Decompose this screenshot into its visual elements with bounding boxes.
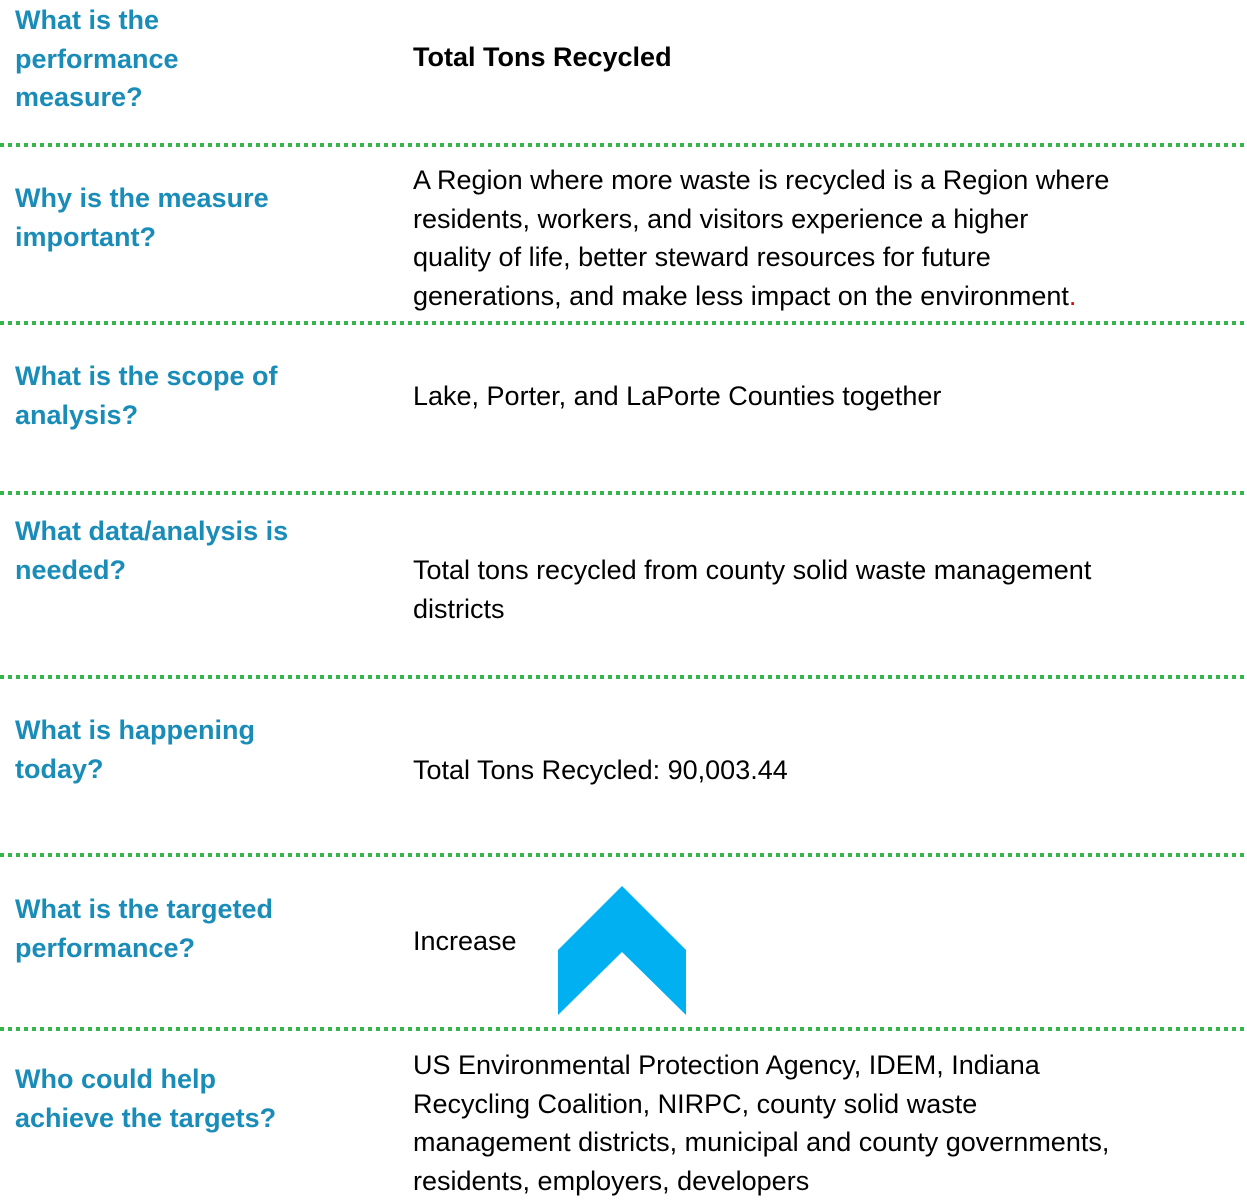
separator bbox=[0, 675, 1247, 679]
separator bbox=[0, 143, 1247, 147]
text-line: today? bbox=[15, 750, 255, 789]
text-line: Recycling Coalition, NIRPC, county solid… bbox=[413, 1085, 1109, 1124]
text-line: management districts, municipal and coun… bbox=[413, 1123, 1109, 1162]
answer: Increase bbox=[413, 922, 517, 961]
separator bbox=[0, 853, 1247, 857]
separator bbox=[0, 491, 1247, 495]
answer-end: . bbox=[1069, 281, 1077, 311]
text-line: generations, and make less impact on the… bbox=[413, 281, 1069, 311]
text-line: What is the targeted bbox=[15, 890, 273, 929]
separator bbox=[0, 321, 1247, 325]
up-arrow bbox=[552, 882, 692, 1022]
answer: Lake, Porter, and LaPorte Counties toget… bbox=[413, 377, 941, 416]
text-line: Increase bbox=[413, 922, 517, 961]
text-line: Why is the measure bbox=[15, 179, 269, 218]
text-line: Lake, Porter, and LaPorte Counties toget… bbox=[413, 377, 941, 416]
text-line: What is happening bbox=[15, 711, 255, 750]
text-line: What data/analysis is bbox=[15, 512, 288, 551]
text-line: US Environmental Protection Agency, IDEM… bbox=[413, 1046, 1109, 1085]
text-line: Total Tons Recycled bbox=[413, 38, 672, 77]
text-line: important? bbox=[15, 218, 269, 257]
answer: Total Tons Recycled: 90,003.44 bbox=[413, 751, 788, 790]
answer: Total Tons Recycled bbox=[413, 38, 672, 77]
text-line: analysis? bbox=[15, 396, 278, 435]
separator bbox=[0, 1027, 1247, 1031]
text-line: Who could help bbox=[15, 1060, 276, 1099]
answer: US Environmental Protection Agency, IDEM… bbox=[413, 1046, 1109, 1200]
text-line: needed? bbox=[15, 551, 288, 590]
text-line: districts bbox=[413, 590, 1091, 629]
text-line: residents, employers, developers bbox=[413, 1162, 1109, 1200]
text-line: What is the bbox=[15, 1, 179, 40]
text-line: achieve the targets? bbox=[15, 1099, 276, 1138]
text-line: Total Tons Recycled: 90,003.44 bbox=[413, 751, 788, 790]
text-line: What is the scope of bbox=[15, 357, 278, 396]
text-line: quality of life, better steward resource… bbox=[413, 238, 1109, 277]
answer: Total tons recycled from county solid wa… bbox=[413, 551, 1091, 628]
text-line: generations, and make less impact on the… bbox=[413, 277, 1109, 316]
answer: A Region where more waste is recycled is… bbox=[413, 161, 1109, 315]
text-line: performance bbox=[15, 40, 179, 79]
text-line: A Region where more waste is recycled is… bbox=[413, 161, 1109, 200]
text-line: Total tons recycled from county solid wa… bbox=[413, 551, 1091, 590]
text-line: performance? bbox=[15, 929, 273, 968]
text-line: measure? bbox=[15, 78, 179, 117]
text-line: residents, workers, and visitors experie… bbox=[413, 200, 1109, 239]
